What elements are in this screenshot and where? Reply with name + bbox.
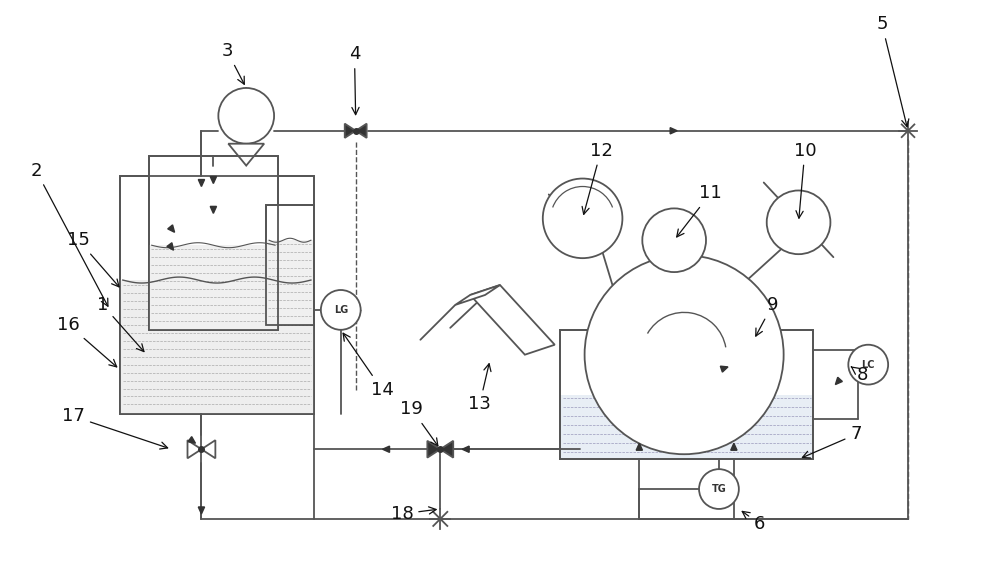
Text: 10: 10 (794, 142, 816, 218)
Bar (560, 394, 813, 459)
Circle shape (218, 88, 274, 144)
Text: LC: LC (861, 360, 875, 370)
Text: 8: 8 (851, 365, 868, 383)
Text: 11: 11 (677, 184, 722, 237)
Polygon shape (462, 446, 469, 453)
Text: LG: LG (334, 305, 348, 315)
Text: 2: 2 (30, 162, 108, 306)
Text: 14: 14 (343, 333, 393, 399)
Circle shape (699, 469, 739, 509)
Text: 15: 15 (67, 231, 119, 287)
Polygon shape (210, 206, 217, 213)
Polygon shape (835, 377, 842, 385)
Polygon shape (345, 124, 356, 138)
Text: 7: 7 (802, 425, 862, 458)
Polygon shape (188, 437, 195, 443)
Polygon shape (167, 243, 174, 250)
Text: 17: 17 (62, 407, 168, 449)
Polygon shape (440, 441, 453, 458)
Polygon shape (427, 441, 440, 458)
Text: 12: 12 (582, 142, 612, 214)
Text: 5: 5 (876, 15, 909, 127)
Text: 18: 18 (391, 505, 436, 523)
Bar (120, 175, 314, 414)
Text: TG: TG (712, 484, 726, 494)
Polygon shape (188, 440, 201, 458)
Text: 1: 1 (97, 296, 144, 352)
Bar (266, 206, 314, 325)
Bar (120, 175, 314, 414)
Text: 19: 19 (400, 400, 438, 446)
Polygon shape (470, 285, 555, 354)
Polygon shape (210, 177, 217, 184)
Text: 6: 6 (742, 511, 765, 533)
Text: 16: 16 (57, 316, 117, 367)
Bar (266, 240, 314, 325)
Bar (149, 156, 278, 330)
Polygon shape (198, 507, 205, 514)
Polygon shape (636, 443, 642, 450)
Polygon shape (731, 443, 737, 450)
Text: 3: 3 (221, 42, 244, 84)
Polygon shape (228, 144, 264, 166)
Circle shape (642, 209, 706, 272)
Bar (266, 206, 314, 325)
Polygon shape (201, 440, 215, 458)
Circle shape (585, 255, 784, 454)
Bar (149, 156, 278, 330)
Polygon shape (670, 128, 677, 134)
Polygon shape (168, 225, 175, 232)
Bar (149, 245, 278, 330)
Polygon shape (720, 366, 728, 372)
Polygon shape (198, 180, 205, 187)
Text: 4: 4 (349, 45, 360, 114)
Text: 9: 9 (756, 296, 778, 336)
Circle shape (321, 290, 361, 330)
Bar (120, 280, 314, 414)
Circle shape (767, 191, 830, 254)
Polygon shape (455, 285, 500, 305)
Polygon shape (356, 124, 367, 138)
Text: 13: 13 (468, 364, 491, 414)
Circle shape (848, 345, 888, 385)
Polygon shape (383, 446, 390, 453)
Circle shape (543, 178, 622, 258)
